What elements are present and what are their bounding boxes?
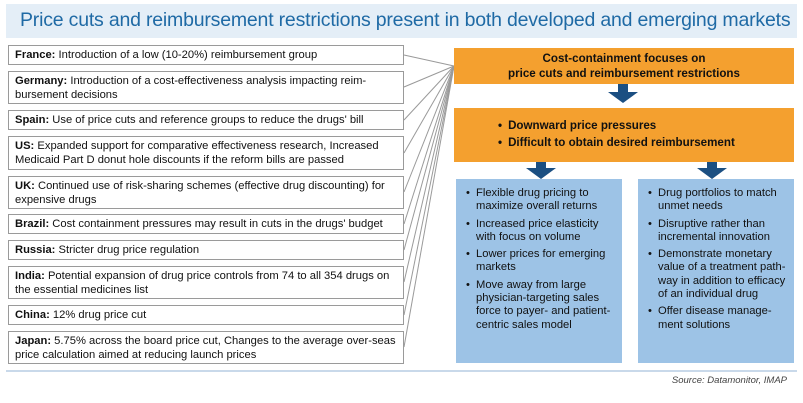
strategy-bullet: Flexible drug pricing to maximize overal… bbox=[466, 187, 616, 214]
country-germany: Germany: Introduction of a cost-effectiv… bbox=[8, 71, 404, 104]
page-title: Price cuts and reimbursement restriction… bbox=[20, 9, 791, 31]
cost-containment-line1: Cost-containment focuses on bbox=[542, 52, 706, 65]
strategy-bullet: Demonstrate monetary value of a treatmen… bbox=[648, 248, 788, 301]
country-name: Russia: bbox=[15, 244, 56, 256]
arrow-stem-1 bbox=[618, 84, 628, 92]
strategy-bullet: Move away from large physician-targeting… bbox=[466, 279, 616, 332]
country-spain: Spain: Use of price cuts and reference g… bbox=[8, 110, 404, 130]
strategy-bullet: Disruptive rather than incremental innov… bbox=[648, 218, 788, 245]
strategy-bullet: Drug portfolios to match unmet needs bbox=[648, 187, 788, 214]
country-name: UK: bbox=[15, 180, 35, 192]
bottom-divider bbox=[6, 370, 797, 372]
arrow-stem-3 bbox=[707, 162, 717, 168]
country-text: Potential expansion of drug price contro… bbox=[15, 270, 390, 296]
country-text: Continued use of risk-sharing schemes (e… bbox=[15, 180, 385, 206]
cost-containment-box: Cost-containment focuses on price cuts a… bbox=[454, 48, 794, 84]
down-arrow-icon bbox=[526, 168, 556, 179]
country-name: Japan: bbox=[15, 335, 52, 347]
country-text: Cost containment pressures may result in… bbox=[49, 218, 383, 230]
strategy-bullet: Lower prices for emerging markets bbox=[466, 248, 616, 275]
down-arrow-icon bbox=[608, 92, 638, 103]
country-uk: UK: Continued use of risk-sharing scheme… bbox=[8, 176, 404, 209]
country-text: Use of price cuts and reference groups t… bbox=[49, 114, 364, 126]
country-text: Expanded support for comparative effecti… bbox=[15, 140, 379, 166]
country-name: India: bbox=[15, 270, 45, 282]
country-name: Germany: bbox=[15, 75, 68, 87]
country-russia: Russia: Stricter drug price regulation bbox=[8, 240, 404, 260]
country-france: France: Introduction of a low (10-20%) r… bbox=[8, 45, 404, 65]
country-text: Introduction of a low (10-20%) reimburse… bbox=[55, 49, 318, 61]
strategy-bullet: Offer disease manage-ment solutions bbox=[648, 305, 788, 332]
country-text: Stricter drug price regulation bbox=[55, 244, 200, 256]
strategy-box-right: Drug portfolios to match unmet needs Dis… bbox=[638, 179, 794, 363]
pressure-bullet: Difficult to obtain desired reimbursemen… bbox=[498, 134, 794, 151]
country-japan: Japan: 5.75% across the board price cut,… bbox=[8, 331, 404, 364]
country-text: 12% drug price cut bbox=[49, 309, 147, 321]
strategy-bullet: Increased price elasticity with focus on… bbox=[466, 218, 616, 245]
country-name: US: bbox=[15, 140, 35, 152]
country-name: China: bbox=[15, 309, 50, 321]
country-china: China: 12% drug price cut bbox=[8, 305, 404, 325]
country-text: Introduction of a cost-effectiveness ana… bbox=[15, 75, 367, 101]
country-us: US: Expanded support for comparative eff… bbox=[8, 136, 404, 170]
country-brazil: Brazil: Cost containment pressures may r… bbox=[8, 214, 404, 234]
country-name: Spain: bbox=[15, 114, 50, 126]
country-text: 5.75% across the board price cut, Change… bbox=[15, 335, 396, 361]
strategy-box-left: Flexible drug pricing to maximize overal… bbox=[456, 179, 622, 363]
pressure-bullet: Downward price pressures bbox=[498, 117, 794, 134]
country-name: Brazil: bbox=[15, 218, 50, 230]
title-bar: Price cuts and reimbursement restriction… bbox=[6, 4, 797, 38]
arrow-stem-2 bbox=[536, 162, 546, 168]
country-name: France: bbox=[15, 49, 56, 61]
pressures-box: Downward price pressures Difficult to ob… bbox=[454, 108, 794, 162]
down-arrow-icon bbox=[697, 168, 727, 179]
cost-containment-line2: price cuts and reimbursement restriction… bbox=[508, 66, 740, 80]
country-india: India: Potential expansion of drug price… bbox=[8, 266, 404, 299]
source-note: Source: Datamonitor, IMAP bbox=[671, 375, 787, 386]
